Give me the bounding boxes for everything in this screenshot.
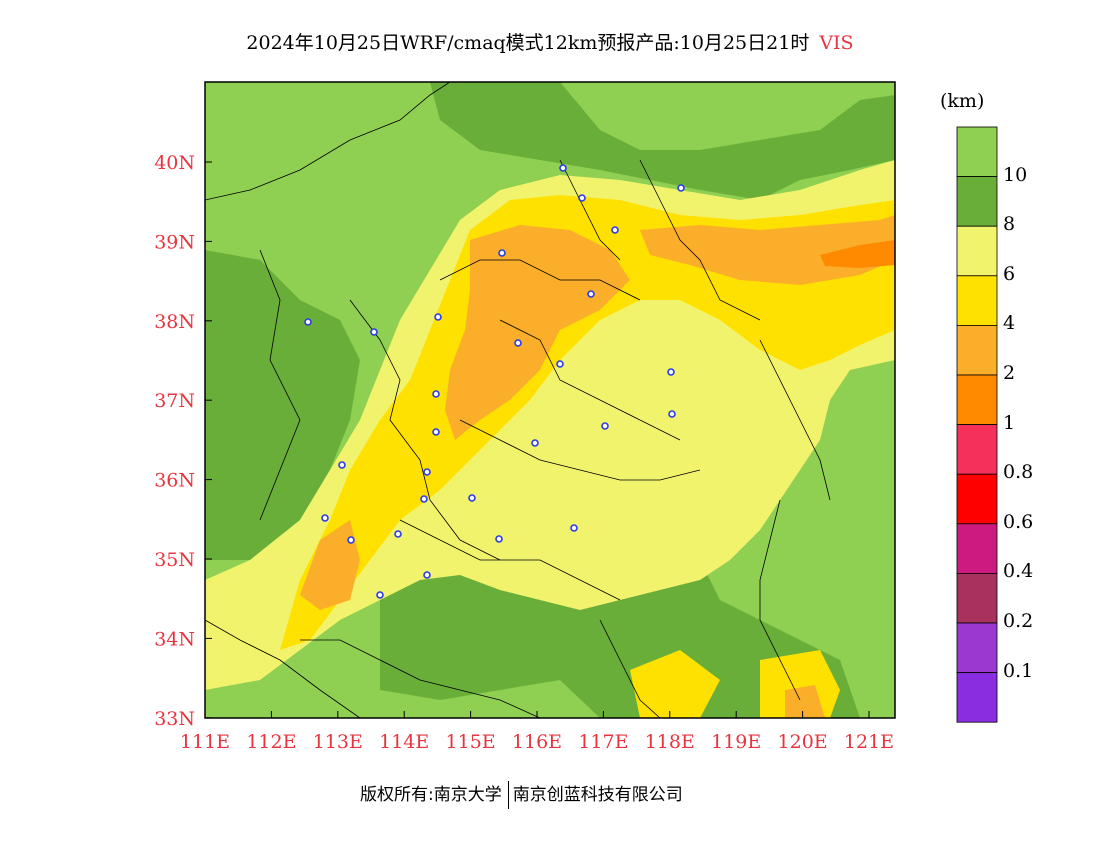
- latitude-axis: 40N 39N 38N 37N 36N 35N 34N 33N: [154, 152, 212, 730]
- colorbar-swatch: [956, 424, 998, 475]
- colorbar-swatch: [956, 523, 998, 574]
- colorbar-swatch: [956, 275, 998, 326]
- city-marker: [498, 249, 506, 257]
- colorbar-swatch: [956, 473, 998, 525]
- city-marker: [468, 494, 476, 502]
- city-marker: [570, 524, 578, 532]
- lat-tick-label: 37N: [154, 390, 195, 412]
- city-marker: [531, 439, 539, 447]
- band-8-10-north: [430, 82, 895, 200]
- lat-tick-label: 38N: [154, 311, 195, 333]
- lat-tick-label: 36N: [154, 470, 195, 492]
- lon-tick-label: 121E: [844, 731, 894, 753]
- colorbar-swatch: [956, 324, 998, 376]
- city-marker: [556, 360, 564, 368]
- colorbar-swatch: [956, 573, 998, 624]
- title-variable: VIS: [819, 32, 854, 54]
- city-marker: [668, 410, 676, 418]
- colorbar-swatch: [956, 672, 998, 723]
- band-2-4-central: [445, 225, 630, 440]
- band-4-6: [280, 195, 895, 650]
- city-marker: [432, 390, 440, 398]
- colorbar-swatch: [956, 126, 998, 177]
- lat-tick-label: 39N: [154, 231, 195, 253]
- footer-copyright: 版权所有:南京大学: [360, 785, 502, 805]
- lat-tick-label: 40N: [154, 152, 195, 174]
- lon-tick-label: 116E: [512, 731, 562, 753]
- colorbar-swatch: [956, 374, 998, 425]
- city-marker: [304, 318, 312, 326]
- lat-tick-label: 33N: [154, 708, 195, 730]
- lon-tick-label: 114E: [379, 731, 429, 753]
- city-marker: [677, 184, 685, 192]
- colorbar-label: 4: [1003, 312, 1016, 335]
- admin-boundaries: [205, 82, 831, 718]
- colorbar-label: 10: [1003, 163, 1028, 186]
- city-markers: [304, 164, 685, 599]
- lon-tick-label: 111E: [180, 731, 230, 753]
- lat-tick-label: 35N: [154, 549, 195, 571]
- lon-tick-label: 118E: [645, 731, 695, 753]
- city-marker: [601, 422, 609, 430]
- city-marker: [667, 368, 675, 376]
- colorbar-label: 0.8: [1003, 461, 1034, 484]
- lon-tick-label: 113E: [313, 731, 363, 753]
- lat-tick-label: 34N: [154, 628, 195, 650]
- band-8-10-south: [380, 560, 860, 718]
- city-marker: [587, 290, 595, 298]
- city-marker: [423, 468, 431, 476]
- colorbar-swatch: [956, 225, 998, 277]
- band-1-2: [820, 240, 895, 268]
- lon-tick-label: 120E: [778, 731, 828, 753]
- city-marker: [559, 164, 567, 172]
- map-title: 2024年10月25日WRF/cmaq模式12km预报产品:10月25日21时 V…: [0, 28, 1100, 55]
- band-2-4-southeast: [785, 685, 825, 718]
- colorbar-label: 2: [1003, 362, 1016, 384]
- colorbar-label: 1: [1003, 411, 1016, 434]
- footer: 版权所有:南京大学 南京创蓝科技有限公司: [360, 780, 683, 809]
- colorbar-swatch: [956, 176, 998, 227]
- colorbar-swatch: [956, 622, 998, 673]
- band-8-10-west: [205, 250, 360, 560]
- city-marker: [578, 194, 586, 202]
- visibility-fill-layers: [205, 82, 895, 718]
- city-marker: [347, 536, 355, 544]
- city-marker: [611, 226, 619, 234]
- colorbar: [956, 126, 998, 723]
- colorbar-label: 0.1: [1003, 659, 1034, 682]
- colorbar-label: 6: [1003, 262, 1016, 285]
- city-marker: [370, 328, 378, 336]
- city-marker: [376, 591, 384, 599]
- band-4-6-south: [630, 650, 720, 718]
- band-2-4-southwest: [300, 520, 360, 610]
- lon-tick-label: 119E: [711, 731, 761, 753]
- footer-divider: [507, 781, 509, 809]
- colorbar-label: 8: [1003, 213, 1016, 236]
- city-marker: [432, 428, 440, 436]
- band-4-6-southeast: [760, 650, 840, 718]
- city-marker: [338, 461, 346, 469]
- city-marker: [495, 535, 503, 543]
- city-marker: [514, 339, 522, 347]
- city-marker: [434, 313, 442, 321]
- footer-company: 南京创蓝科技有限公司: [512, 785, 683, 805]
- colorbar-label: 0.2: [1003, 610, 1034, 632]
- lon-tick-label: 112E: [246, 731, 296, 753]
- city-marker: [420, 495, 428, 503]
- lon-tick-label: 117E: [578, 731, 628, 753]
- map-panel: [204, 81, 896, 719]
- colorbar-unit: (km): [940, 90, 985, 112]
- colorbar-label: 0.4: [1003, 560, 1034, 583]
- city-marker: [321, 514, 329, 522]
- city-marker: [394, 530, 402, 538]
- title-main: 2024年10月25日WRF/cmaq模式12km预报产品:10月25日21时: [246, 32, 810, 54]
- colorbar-label: 0.6: [1003, 510, 1034, 533]
- longitude-axis: 111E 112E 113E 114E 115E 116E 117E 118E 119E 120E…: [180, 711, 894, 753]
- city-marker: [423, 571, 431, 579]
- lon-tick-label: 115E: [446, 731, 496, 753]
